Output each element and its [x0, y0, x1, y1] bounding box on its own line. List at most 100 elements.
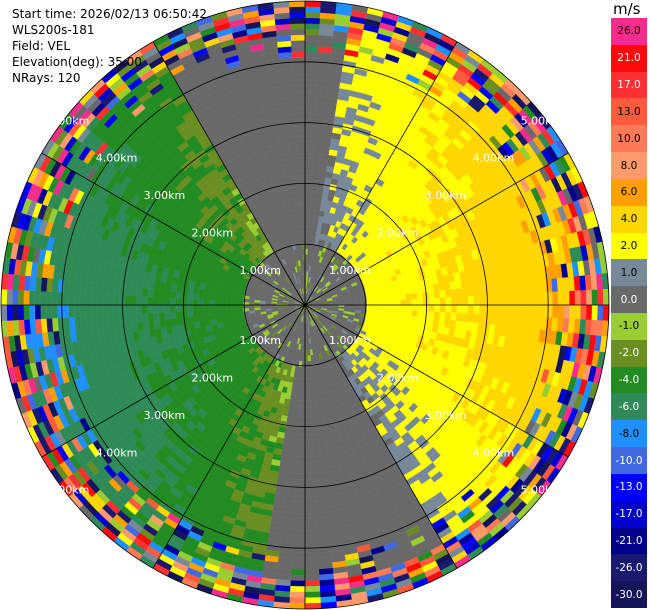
- velocity-gate: [534, 280, 542, 294]
- velocity-gate: [312, 450, 322, 457]
- velocity-gate: [304, 68, 318, 75]
- velocity-gate: [90, 293, 98, 306]
- velocity-gate: [288, 404, 295, 412]
- velocity-gate: [113, 314, 121, 326]
- velocity-gate: [113, 284, 121, 296]
- velocity-gate: [439, 297, 446, 306]
- velocity-gate: [472, 286, 480, 297]
- velocity-gate: [512, 304, 520, 317]
- velocity-gate: [164, 290, 171, 299]
- velocity-gate: [290, 580, 306, 587]
- velocity-gate: [226, 304, 233, 310]
- velocity-gate: [432, 283, 440, 292]
- velocity-gate: [309, 400, 316, 407]
- velocity-gate: [304, 479, 315, 486]
- velocity-gate: [400, 309, 407, 316]
- velocity-gate: [456, 304, 463, 314]
- velocity-gate: [96, 283, 104, 295]
- velocity-gate: [204, 319, 212, 327]
- velocity-gate: [281, 517, 294, 525]
- velocity-gate: [318, 164, 328, 172]
- velocity-gate: [313, 461, 323, 469]
- velocity-gate: [297, 445, 306, 452]
- velocity-gate: [313, 382, 319, 390]
- velocity-gate: [422, 304, 430, 312]
- velocity-gate: [282, 438, 292, 446]
- velocity-gate: [534, 316, 542, 330]
- velocity-gate: [289, 597, 306, 604]
- velocity-gate: [85, 293, 92, 306]
- velocity-gate: [297, 439, 306, 446]
- velocity-gate: [102, 315, 110, 327]
- velocity-gate: [563, 304, 570, 320]
- velocity-gate: [314, 399, 322, 406]
- velocity-gate: [175, 298, 182, 306]
- velocity-gate: [287, 461, 297, 469]
- velocity-gate: [574, 290, 582, 306]
- velocity-gate: [382, 291, 390, 297]
- velocity-gate: [198, 288, 206, 295]
- velocity-gate: [394, 299, 401, 306]
- velocity-gate: [294, 394, 301, 401]
- velocity-gate: [318, 170, 327, 178]
- velocity-gate: [147, 312, 154, 322]
- velocity-gate: [107, 294, 115, 306]
- velocity-gate: [290, 439, 299, 446]
- velocity-gate: [304, 23, 320, 30]
- velocity-gate: [292, 529, 306, 536]
- velocity-gate: [495, 284, 502, 296]
- velocity-gate: [298, 428, 306, 435]
- velocity-gate: [108, 284, 115, 296]
- velocity-gate: [314, 393, 321, 401]
- velocity-gate: [304, 540, 318, 548]
- velocity-gate: [355, 298, 362, 303]
- velocity-gate: [176, 284, 183, 293]
- velocity-gate: [388, 309, 396, 315]
- velocity-gate: [304, 141, 314, 148]
- velocity-gate: [416, 310, 424, 318]
- velocity-gate: [383, 300, 390, 306]
- velocity-gate: [540, 304, 548, 318]
- velocity-gate: [552, 304, 559, 319]
- velocity-gate: [506, 315, 514, 327]
- velocity-gate: [304, 124, 315, 131]
- velocity-gate: [428, 298, 435, 306]
- velocity-gate: [186, 304, 193, 312]
- velocity-gate: [478, 286, 486, 297]
- velocity-gate: [417, 304, 424, 312]
- velocity-gate: [203, 294, 210, 301]
- velocity-gate: [315, 511, 328, 519]
- velocity-gate: [192, 310, 199, 317]
- velocity-gate: [473, 295, 480, 306]
- velocity-gate: [214, 309, 222, 315]
- velocity-gate: [175, 304, 182, 312]
- velocity-gate: [602, 304, 610, 322]
- velocity-gate: [372, 301, 379, 306]
- velocity-gate: [377, 300, 384, 306]
- velocity-gate: [308, 383, 314, 390]
- velocity-gate: [462, 296, 469, 306]
- velocity-gate: [451, 296, 458, 306]
- velocity-gate: [292, 535, 306, 542]
- velocity-gate: [197, 304, 204, 311]
- velocity-gate: [517, 316, 525, 329]
- velocity-gate: [169, 304, 176, 313]
- velocity-gate: [215, 313, 222, 320]
- velocity-gate: [410, 316, 418, 323]
- velocity-gate: [141, 296, 148, 306]
- velocity-gate: [287, 410, 294, 418]
- velocity-gate: [304, 484, 315, 491]
- velocity-gate: [315, 96, 327, 104]
- velocity-gate: [563, 290, 570, 306]
- velocity-gate: [523, 281, 531, 294]
- velocity-gate: [314, 489, 326, 497]
- velocity-gate: [102, 304, 109, 316]
- velocity-gate: [85, 316, 93, 329]
- velocity-gate: [439, 290, 446, 299]
- velocity-gate: [484, 295, 491, 306]
- velocity-gate: [456, 288, 463, 298]
- velocity-gate: [456, 296, 463, 306]
- velocity-gate: [304, 102, 316, 109]
- velocity-gate: [507, 304, 514, 317]
- velocity-gate: [309, 214, 315, 222]
